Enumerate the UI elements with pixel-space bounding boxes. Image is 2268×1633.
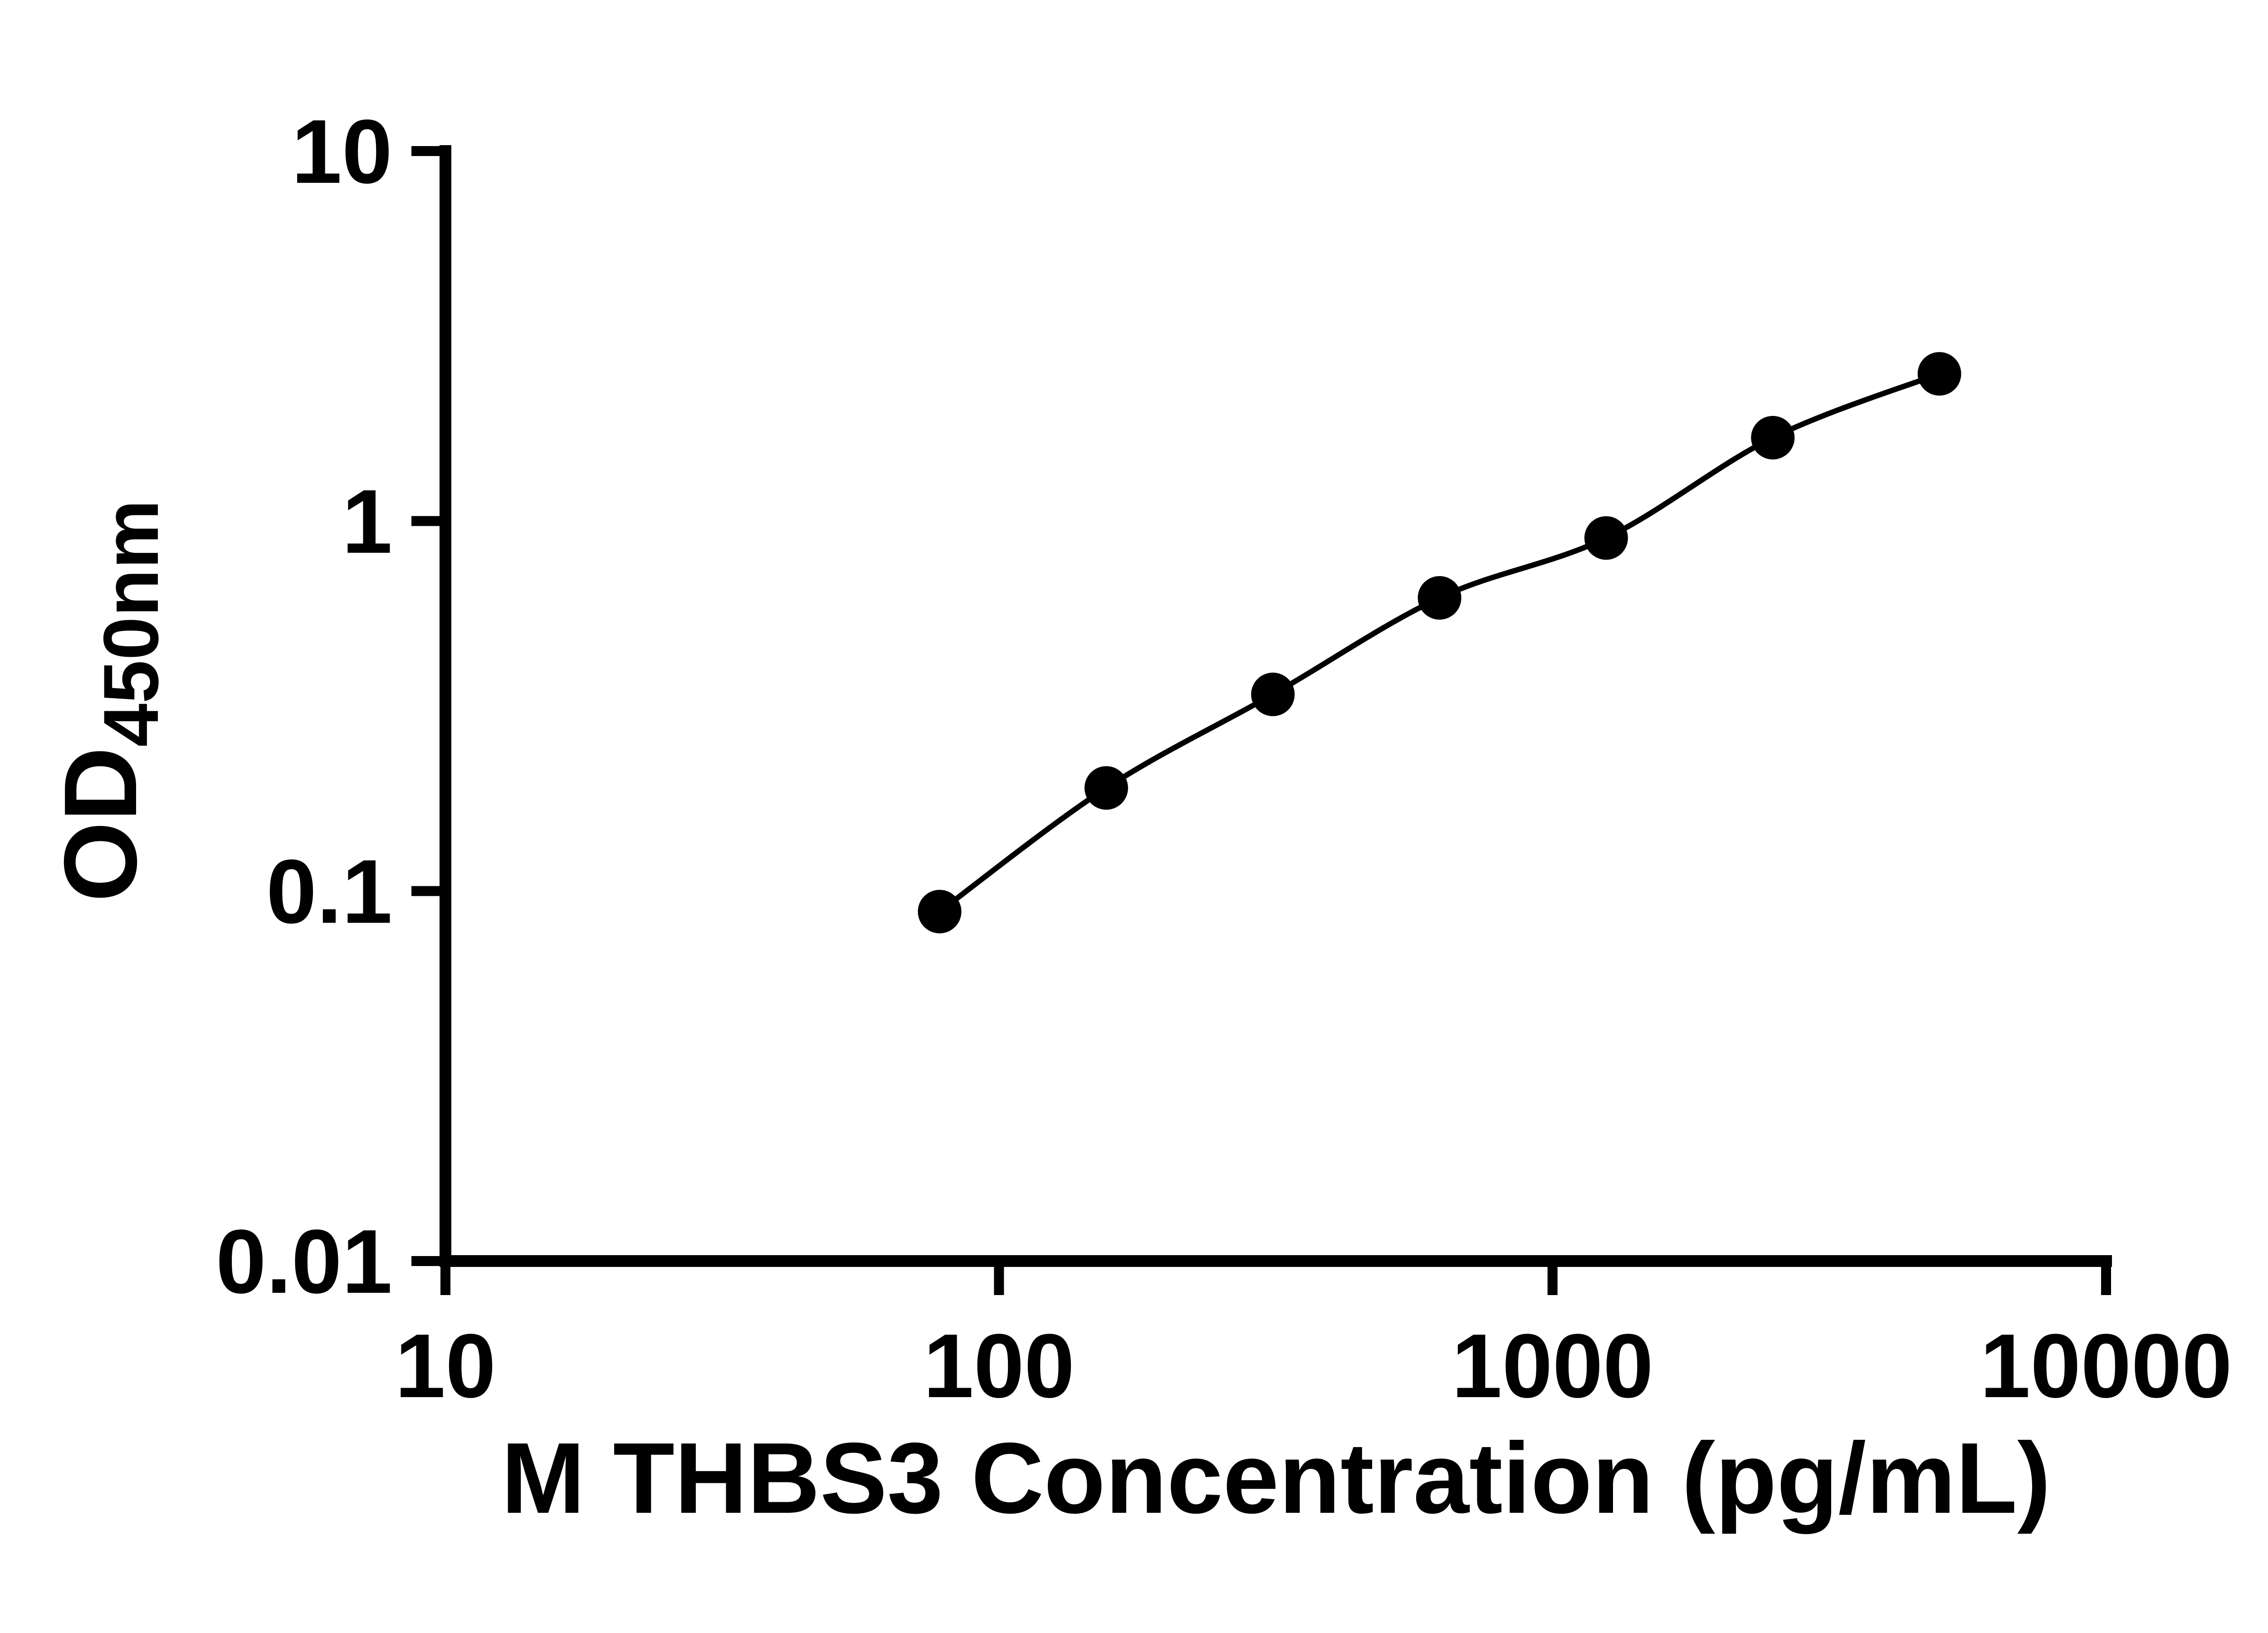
x-axis-tick-label: 10000 [1980,1315,2232,1417]
y-axis-tick-label: 0.01 [216,1211,392,1312]
y-axis-tick-label: 1 [342,471,392,572]
data-point [1917,352,1961,396]
data-point [1584,516,1628,560]
data-point [1418,576,1461,620]
x-axis-tick-label: 100 [923,1315,1075,1417]
y-axis-tick-label: 0.1 [266,841,392,942]
x-axis-tick-label: 1000 [1452,1315,1653,1417]
y-axis-tick-label: 10 [292,101,392,202]
data-point [918,890,962,934]
data-point [1251,672,1295,716]
fit-curve [938,371,1941,914]
data-point [1084,766,1128,810]
y-axis-title-main: OD [43,747,158,902]
x-axis-title: M THBS3 Concentration (pg/mL) [501,1422,2051,1535]
y-axis-title: OD450nm [43,500,175,902]
plot-layer: 10 100 1000 10000 0.01 0.1 1 10 [216,101,2232,1417]
x-axis-tick-label: 10 [395,1315,496,1417]
y-axis-title-sub: 450nm [88,500,175,747]
data-point [1751,416,1795,460]
